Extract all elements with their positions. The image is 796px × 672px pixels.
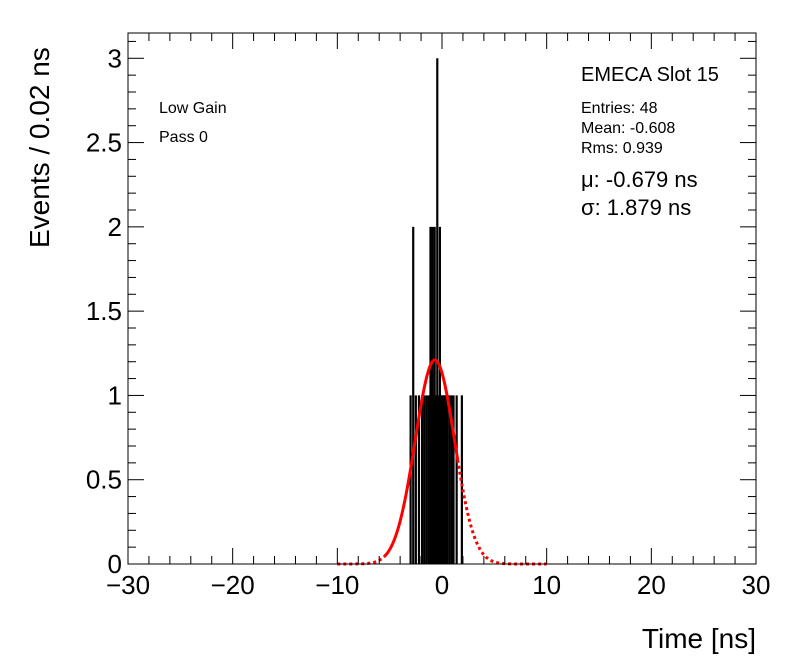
x-tick-label: 0 (435, 570, 449, 600)
y-tick-label: 1 (108, 380, 122, 410)
entries-label: Entries: 48 (581, 100, 658, 117)
axis-ticks (127, 33, 757, 565)
x-axis-title: Time [ns] (642, 623, 756, 654)
fit-sigma-label: σ: 1.879 ns (581, 195, 691, 220)
fit-mu-label: μ: -0.679 ns (581, 167, 698, 192)
fit-curve-left-tail (337, 555, 386, 566)
y-tick-label: 1.5 (86, 296, 122, 326)
y-tick-label: 0 (108, 549, 122, 579)
x-tick-label: −30 (106, 570, 150, 600)
y-tick-label: 3 (108, 43, 122, 73)
histogram-bars (409, 58, 463, 564)
mean-label: Mean: -0.608 (581, 120, 675, 137)
x-tick-label: −20 (211, 570, 255, 600)
y-tick-label: 2 (108, 212, 122, 242)
y-tick-label: 2.5 (86, 128, 122, 158)
y-axis-title: Events / 0.02 ns (24, 47, 55, 248)
fit-curve-core (383, 358, 460, 558)
slot-label: EMECA Slot 15 (581, 64, 719, 86)
y-tick-label: 0.5 (86, 465, 122, 495)
fit-curve-right-tail (456, 459, 547, 566)
rms-label: Rms: 0.939 (581, 140, 663, 157)
pass-label: Pass 0 (159, 129, 208, 146)
x-tick-label: 10 (532, 570, 561, 600)
x-tick-label: −10 (315, 570, 359, 600)
gain-label: Low Gain (159, 100, 227, 117)
x-tick-labels: −30 −20 −10 0 10 20 30 (106, 570, 771, 600)
x-tick-label: 30 (742, 570, 771, 600)
y-tick-labels: 0 0.5 1 1.5 2 2.5 3 (86, 43, 122, 579)
x-tick-label: 20 (637, 570, 666, 600)
